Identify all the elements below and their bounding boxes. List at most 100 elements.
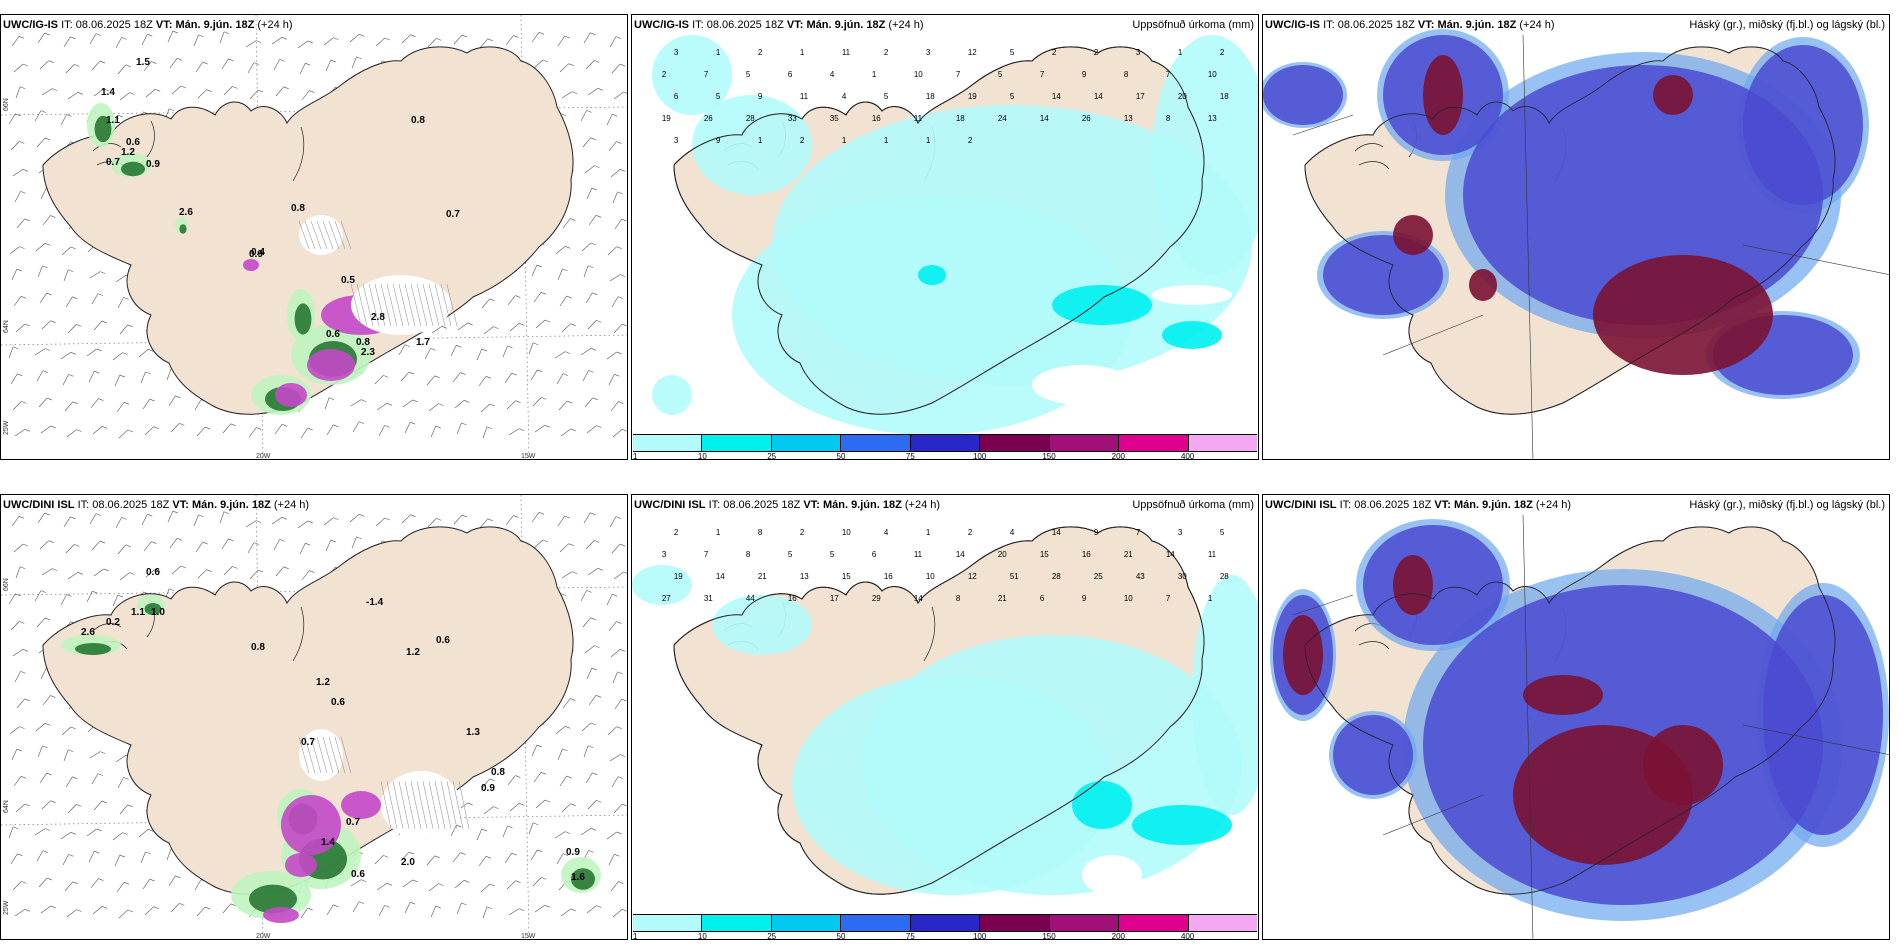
wind-barb-flag <box>386 403 393 406</box>
wind-barb-flag <box>19 726 25 729</box>
precip-value: 10 <box>914 70 923 79</box>
mid-cloud <box>1333 715 1413 795</box>
wind-barb-flag <box>281 517 288 520</box>
wind-barb <box>583 512 591 524</box>
wind-barb-flag <box>283 566 289 570</box>
snow-patch <box>299 729 343 781</box>
wind-barb-flag <box>44 32 50 36</box>
temp-value: 1.6 <box>571 872 585 883</box>
hatch-line <box>434 781 446 829</box>
wind-barb <box>374 375 384 385</box>
colorbar-tick: 50 <box>836 452 846 460</box>
wind-barb-flag <box>570 218 576 221</box>
wind-barb <box>60 352 72 360</box>
temp-value: 0.7 <box>346 817 360 828</box>
wind-barb-flag <box>122 352 128 355</box>
wind-barb <box>533 772 542 783</box>
wind-barb <box>560 908 571 917</box>
wind-barb <box>63 516 71 528</box>
high-cloud <box>1393 215 1433 255</box>
wind-barb <box>349 34 360 43</box>
wind-barb-flag <box>404 344 411 347</box>
wind-barb-flag <box>20 191 26 194</box>
wind-barb-flag <box>616 246 622 249</box>
wind-barb-flag <box>127 804 133 808</box>
wind-barb-flag <box>617 191 623 195</box>
wind-barb <box>112 832 123 841</box>
precip-magenta <box>285 853 317 877</box>
wind-barb-flag <box>122 832 128 835</box>
temp-value: 0.4 <box>251 247 265 258</box>
wind-barb <box>219 511 225 524</box>
precip-value: 4 <box>1010 528 1015 537</box>
wind-barb <box>532 397 542 407</box>
wind-barb <box>118 909 129 919</box>
wind-barb <box>507 775 516 786</box>
colorbar-tick: 10 <box>697 452 707 460</box>
wind-barb <box>38 397 48 408</box>
wind-barb <box>508 428 520 436</box>
wind-barb-flag <box>434 375 440 379</box>
wind-barb-flag <box>72 401 78 405</box>
wind-barb-flag <box>176 538 183 541</box>
hatch-line <box>392 781 404 829</box>
wind-barb <box>11 268 18 281</box>
wind-barb <box>610 401 619 412</box>
wind-barb <box>93 88 104 97</box>
wind-barb <box>613 91 624 100</box>
wind-barb-flag <box>617 671 623 675</box>
wind-barb <box>585 292 593 304</box>
wind-barb-flag <box>42 265 48 269</box>
precip-value: 2 <box>800 528 805 537</box>
wind-barb <box>559 295 567 307</box>
wind-barb-flag <box>100 271 106 274</box>
wind-barb-flag <box>307 40 313 44</box>
wind-barb-flag <box>70 726 77 730</box>
wind-barb <box>91 293 99 305</box>
wind-barb <box>453 514 463 525</box>
wind-barb <box>90 398 99 409</box>
wind-barb-flag <box>102 426 108 429</box>
wind-barb-flag <box>461 902 467 906</box>
graticule-line <box>1 334 627 346</box>
wind-barb-flag <box>92 590 98 594</box>
wind-barb <box>325 59 332 72</box>
wind-barb-flag <box>464 880 470 883</box>
wind-barb-flag <box>438 883 444 886</box>
wind-barb <box>559 63 569 73</box>
wind-barb <box>12 401 22 411</box>
wind-barb <box>480 883 491 893</box>
colorbar-swatch <box>1119 435 1189 451</box>
wind-barb-flag <box>281 424 288 427</box>
wind-barb-flag <box>66 594 72 597</box>
precip-value: 11 <box>1208 550 1217 559</box>
precip-value: 1 <box>800 48 805 57</box>
wind-barb-flag <box>98 878 104 881</box>
wind-barb <box>195 61 203 73</box>
wind-barb <box>351 56 357 69</box>
temp-value: 1.5 <box>136 57 150 68</box>
wind-barb <box>557 35 565 47</box>
precip-light <box>1192 575 1258 815</box>
wind-barb <box>481 298 490 309</box>
hatch-line <box>350 283 362 327</box>
wind-barb-flag <box>485 856 492 859</box>
wind-barb-flag <box>283 86 289 90</box>
wind-barb <box>428 883 439 892</box>
precip-value: 29 <box>872 594 881 603</box>
wind-barb-flag <box>117 114 123 118</box>
wind-barb-flag <box>147 513 153 517</box>
precip-dark-green <box>571 868 595 890</box>
wind-barb <box>560 428 571 437</box>
wind-barb <box>143 541 152 552</box>
wind-barb-flag <box>228 58 234 62</box>
wind-barb <box>168 875 176 887</box>
wind-barb-flag <box>384 517 391 521</box>
wind-barb <box>247 542 255 554</box>
wind-barb-flag <box>614 373 620 377</box>
wind-barb-flag <box>123 777 129 780</box>
wind-barb <box>402 399 413 408</box>
wind-barb <box>37 512 45 524</box>
wind-barb-flag <box>565 831 571 834</box>
wind-barb-flag <box>361 879 367 882</box>
